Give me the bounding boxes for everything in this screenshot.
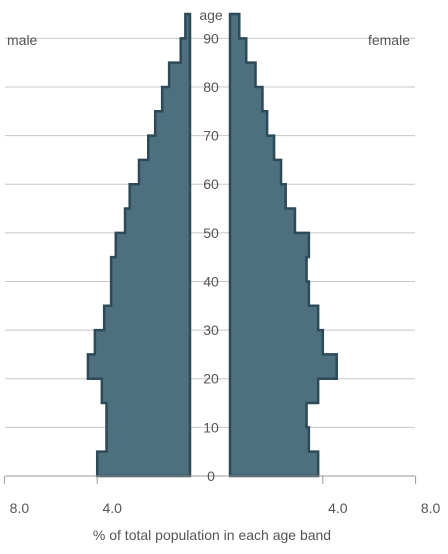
male-bar-age-70 bbox=[155, 111, 190, 135]
right-group-label: female bbox=[368, 32, 410, 48]
male-bar-age-25 bbox=[95, 330, 190, 354]
female-bar-age-80 bbox=[230, 63, 256, 87]
gridlines bbox=[5, 37, 415, 477]
female-bar-age-60 bbox=[230, 160, 281, 184]
male-bar-age-60 bbox=[139, 160, 190, 184]
male-bar-age-40 bbox=[111, 257, 190, 281]
female-bar-age-90 bbox=[230, 14, 239, 38]
x-tick-label: 4.0 bbox=[328, 500, 348, 516]
male-bar-age-65 bbox=[148, 136, 190, 160]
male-bar-age-90 bbox=[185, 14, 190, 38]
y-tick-label: 60 bbox=[203, 176, 219, 192]
female-bar-age-65 bbox=[230, 136, 274, 160]
male-bar-age-85 bbox=[181, 38, 190, 62]
y-tick-label: 80 bbox=[203, 79, 219, 95]
female-bar-age-45 bbox=[230, 233, 309, 257]
female-bar-age-55 bbox=[230, 184, 286, 208]
male-bar-age-15 bbox=[102, 379, 190, 403]
male-bar-age-55 bbox=[130, 184, 190, 208]
y-tick-label: 70 bbox=[203, 128, 219, 144]
x-tick-label: 8.0 bbox=[421, 500, 441, 516]
male-bar-age-45 bbox=[116, 233, 190, 257]
female-bar-age-10 bbox=[230, 403, 307, 427]
female-bar-age-5 bbox=[230, 427, 309, 451]
male-bar-age-5 bbox=[106, 427, 190, 451]
male-bar-age-80 bbox=[169, 63, 190, 87]
female-bar-age-50 bbox=[230, 209, 295, 233]
female-bar-age-15 bbox=[230, 379, 318, 403]
y-tick-label: 50 bbox=[203, 225, 219, 241]
y-tick-label: 20 bbox=[203, 371, 219, 387]
pyramid-bars bbox=[86, 12, 338, 478]
left-group-label: male bbox=[7, 32, 38, 48]
female-bar-age-0 bbox=[230, 452, 318, 476]
female-bar-age-75 bbox=[230, 87, 262, 111]
x-tick-label: 8.0 bbox=[10, 500, 30, 516]
x-tick-label: 4.0 bbox=[102, 500, 122, 516]
y-tick-label: 0 bbox=[207, 468, 215, 484]
labels: age male female % of total population in… bbox=[7, 7, 441, 543]
male-bar-age-35 bbox=[111, 281, 190, 305]
female-bar-age-40 bbox=[230, 257, 307, 281]
y-tick-label: 90 bbox=[203, 30, 219, 46]
center-axis-label: age bbox=[199, 7, 223, 23]
x-axis-title: % of total population in each age band bbox=[93, 527, 331, 543]
female-pyramid-outline bbox=[228, 12, 338, 478]
male-bar-age-75 bbox=[162, 87, 190, 111]
y-tick-label: 30 bbox=[203, 322, 219, 338]
female-bar-age-85 bbox=[230, 38, 246, 62]
female-bar-age-35 bbox=[230, 281, 309, 305]
female-bar-age-30 bbox=[230, 306, 318, 330]
axes bbox=[3, 475, 417, 484]
y-tick-label: 10 bbox=[203, 419, 219, 435]
female-bar-age-70 bbox=[230, 111, 267, 135]
male-bar-age-50 bbox=[125, 209, 190, 233]
female-bar-age-20 bbox=[230, 354, 337, 378]
male-bar-age-30 bbox=[104, 306, 190, 330]
male-bar-age-10 bbox=[106, 403, 190, 427]
y-tick-label: 40 bbox=[203, 273, 219, 289]
male-bar-age-20 bbox=[88, 354, 190, 378]
female-bar-age-25 bbox=[230, 330, 323, 354]
male-pyramid-outline bbox=[86, 12, 192, 478]
male-bar-age-0 bbox=[97, 452, 190, 476]
